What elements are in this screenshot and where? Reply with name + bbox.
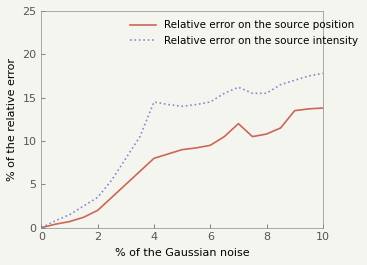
Relative error on the source position	[68, 220, 72, 223]
X-axis label: % of the Gaussian noise: % of the Gaussian noise	[115, 248, 250, 258]
Relative error on the source intensity	[292, 79, 297, 82]
Relative error on the source position	[166, 152, 170, 156]
Relative error on the source position	[292, 109, 297, 112]
Relative error on the source intensity	[264, 92, 269, 95]
Relative error on the source intensity	[166, 103, 170, 106]
Relative error on the source intensity	[279, 83, 283, 86]
Y-axis label: % of the relative error: % of the relative error	[7, 58, 17, 181]
Relative error on the source position	[306, 107, 311, 111]
Relative error on the source intensity	[306, 74, 311, 78]
Relative error on the source position	[95, 209, 100, 212]
Relative error on the source position	[236, 122, 241, 125]
Relative error on the source intensity	[124, 157, 128, 160]
Relative error on the source position	[124, 183, 128, 186]
Relative error on the source position	[53, 223, 58, 226]
Relative error on the source intensity	[81, 204, 86, 207]
Relative error on the source intensity	[236, 86, 241, 89]
Relative error on the source intensity	[138, 135, 142, 138]
Relative error on the source position	[194, 146, 199, 149]
Relative error on the source intensity	[110, 178, 114, 182]
Relative error on the source position	[208, 144, 212, 147]
Relative error on the source position	[81, 216, 86, 219]
Relative error on the source position	[264, 132, 269, 136]
Relative error on the source position	[39, 226, 44, 229]
Relative error on the source intensity	[222, 92, 226, 95]
Line: Relative error on the source position: Relative error on the source position	[41, 108, 323, 228]
Relative error on the source position	[279, 126, 283, 130]
Relative error on the source intensity	[208, 100, 212, 104]
Relative error on the source intensity	[68, 213, 72, 216]
Relative error on the source intensity	[152, 100, 156, 104]
Relative error on the source intensity	[180, 105, 184, 108]
Relative error on the source intensity	[194, 103, 199, 106]
Line: Relative error on the source intensity: Relative error on the source intensity	[41, 73, 323, 228]
Legend: Relative error on the source position, Relative error on the source intensity: Relative error on the source position, R…	[126, 16, 362, 50]
Relative error on the source intensity	[250, 92, 255, 95]
Relative error on the source intensity	[39, 226, 44, 229]
Relative error on the source position	[180, 148, 184, 151]
Relative error on the source intensity	[321, 72, 325, 75]
Relative error on the source intensity	[53, 219, 58, 222]
Relative error on the source position	[250, 135, 255, 138]
Relative error on the source position	[222, 135, 226, 138]
Relative error on the source intensity	[95, 196, 100, 199]
Relative error on the source position	[110, 196, 114, 199]
Relative error on the source position	[321, 107, 325, 110]
Relative error on the source position	[152, 157, 156, 160]
Relative error on the source position	[138, 170, 142, 173]
